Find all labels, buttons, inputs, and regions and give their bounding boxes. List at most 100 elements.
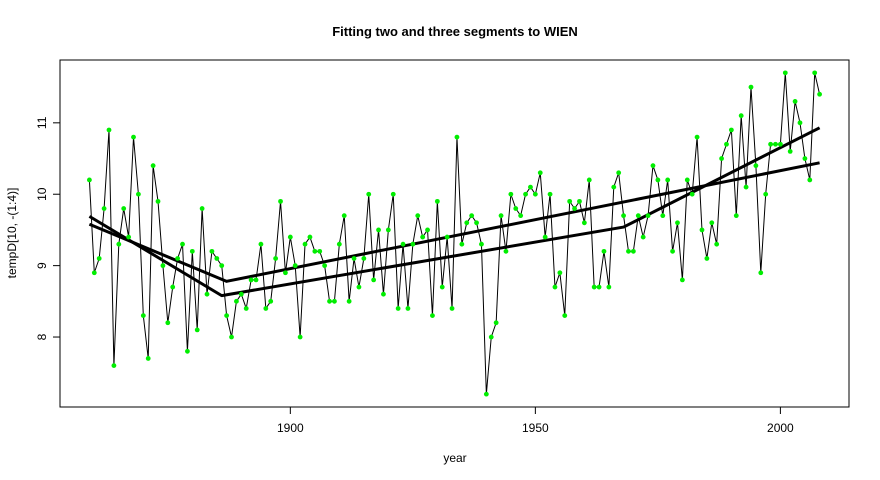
- y-tick-label: 8: [35, 333, 49, 340]
- data-point: [640, 234, 646, 240]
- data-point: [385, 227, 391, 233]
- data-point: [180, 241, 185, 247]
- data-point: [204, 291, 210, 297]
- data-point: [150, 163, 156, 169]
- data-point: [238, 291, 244, 297]
- data-point: [611, 184, 617, 190]
- data-point: [189, 248, 195, 254]
- data-point: [185, 348, 190, 354]
- data-point: [390, 191, 396, 197]
- data-point: [425, 227, 430, 233]
- data-point: [234, 298, 239, 304]
- data-point: [675, 220, 680, 226]
- data-point: [263, 306, 269, 311]
- data-point: [728, 127, 734, 133]
- data-point: [430, 313, 435, 319]
- x-axis-label: year: [443, 451, 466, 465]
- data-point: [518, 213, 524, 219]
- data-point: [537, 170, 543, 176]
- y-axis-label: tempD[10, -(1:4)]: [5, 188, 19, 279]
- data-point: [577, 198, 582, 204]
- data-point: [523, 191, 528, 197]
- data-point: [243, 306, 249, 311]
- data-point: [165, 320, 171, 326]
- data-point: [395, 306, 401, 311]
- x-tick-label: 2000: [767, 421, 794, 435]
- data-point: [528, 184, 533, 190]
- data-point: [336, 241, 342, 247]
- data-point: [420, 234, 426, 240]
- data-point: [488, 334, 494, 340]
- data-point: [278, 198, 283, 204]
- data-point: [175, 256, 181, 261]
- data-point: [714, 241, 720, 247]
- data-point: [738, 113, 744, 119]
- data-point: [812, 70, 818, 76]
- data-point: [606, 284, 612, 290]
- data-point: [699, 227, 705, 233]
- data-point: [616, 170, 622, 176]
- plot-frame: [59, 59, 850, 408]
- data-point: [111, 363, 117, 368]
- data-point: [513, 206, 519, 211]
- data-point: [219, 263, 225, 269]
- series-line: [88, 126, 821, 298]
- data-point: [283, 270, 288, 276]
- data-point: [719, 156, 724, 161]
- data-point: [802, 156, 808, 161]
- data-point: [562, 313, 568, 319]
- data-point: [630, 248, 636, 254]
- data-point: [366, 191, 372, 197]
- data-point: [268, 298, 274, 304]
- data-point: [287, 234, 293, 240]
- data-point: [758, 270, 764, 276]
- data-point: [346, 298, 352, 304]
- data-point: [292, 263, 298, 269]
- data-point: [317, 248, 323, 254]
- data-point: [439, 284, 445, 290]
- data-point: [116, 241, 122, 247]
- data-point: [748, 84, 754, 90]
- data-point: [312, 248, 318, 254]
- data-point: [356, 284, 362, 290]
- data-point: [322, 263, 328, 269]
- data-point: [248, 277, 254, 283]
- data-point: [361, 256, 367, 261]
- data-point: [768, 141, 773, 147]
- data-point: [782, 70, 788, 76]
- data-point: [733, 213, 739, 219]
- data-point: [214, 256, 220, 261]
- data-point: [581, 220, 587, 226]
- data-point: [704, 256, 710, 261]
- data-point: [126, 234, 132, 240]
- data-point: [371, 277, 377, 283]
- data-point: [341, 213, 347, 219]
- data-point: [229, 334, 234, 340]
- x-tick-label: 1950: [522, 421, 549, 435]
- data-point: [601, 248, 607, 254]
- data-point: [547, 191, 553, 197]
- data-point: [332, 298, 337, 304]
- data-point: [694, 134, 700, 140]
- data-point: [474, 220, 479, 226]
- data-point: [503, 248, 509, 254]
- data-point: [351, 256, 357, 261]
- data-point: [743, 184, 749, 190]
- data-point: [87, 177, 92, 183]
- data-point: [434, 198, 440, 204]
- data-point: [170, 284, 176, 290]
- data-point: [140, 313, 146, 319]
- y-tick-label: 10: [35, 187, 49, 201]
- data-point: [655, 177, 661, 183]
- data-point: [415, 213, 421, 219]
- data-point: [91, 270, 97, 276]
- data-point: [454, 134, 460, 140]
- data-point: [400, 241, 406, 247]
- data-point: [670, 248, 675, 254]
- data-point: [660, 213, 666, 219]
- data-point: [381, 291, 386, 297]
- data-point: [807, 177, 813, 183]
- data-point: [787, 148, 793, 154]
- data-point: [449, 306, 455, 311]
